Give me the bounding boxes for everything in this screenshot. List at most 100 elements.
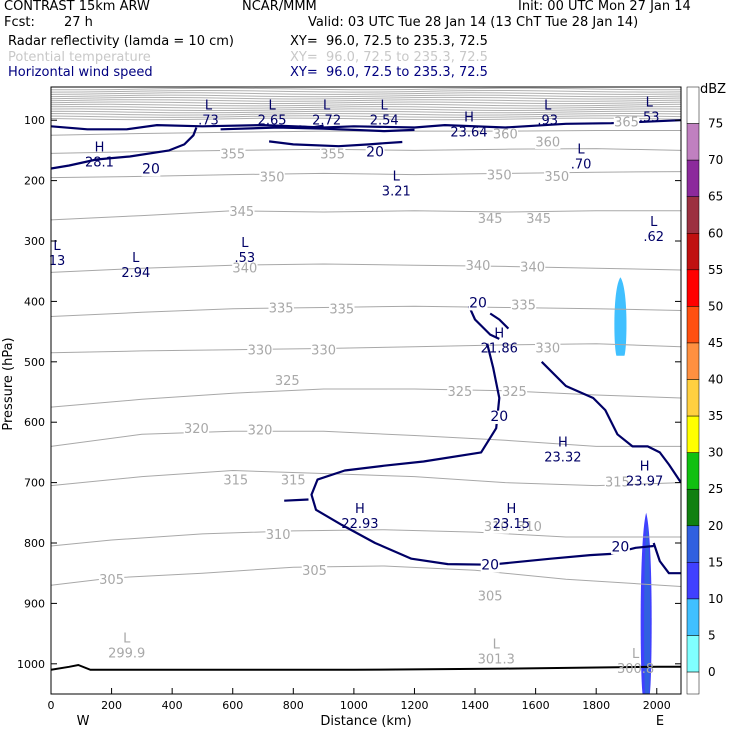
extremum-kind: L [132,251,140,266]
theta-label: 360 [493,128,518,143]
wind-label: 20 [142,162,160,178]
extremum-value: .93 [537,113,558,128]
colorbar-swatch [686,269,700,307]
theta-label: 325 [502,385,527,400]
x-tick-label: 600 [222,699,243,712]
theta-label-bg [259,171,285,184]
wind-contour-20 [268,140,403,148]
extremum-value: 2.54 [370,113,399,128]
extremum-value: 2.94 [121,266,150,281]
colorbar-swatch [686,342,700,380]
surface-line [51,663,681,671]
colorbar-swatch [686,415,700,453]
theta-contour-320 [51,430,681,447]
theta-label-bg [535,342,561,355]
colorbar-label: 60 [708,226,723,240]
colorbar-unit: dBZ [700,82,726,97]
theta-band-line [51,99,681,102]
theta-label-bg [510,299,537,313]
colorbar-label: 55 [708,263,723,277]
forecast-label: Fcst: [4,15,35,30]
extremum-value: 299.9 [108,647,145,662]
reflectivity-layer [614,277,652,694]
wind-label: 20 [490,409,508,425]
extremum-value: 2.72 [312,113,341,128]
wind-contour-20 [299,124,324,129]
theta-band-line [51,103,681,107]
x-tick-label: 1200 [400,699,428,712]
theta-label: 330 [535,341,560,356]
theta-label: 305 [99,573,124,588]
forecast-hours: 27 h [64,15,93,30]
theta-contour-340 [51,263,681,273]
theta-label-bg [519,261,546,274]
colorbar-label: 30 [708,446,723,460]
extremum-kind: L [632,647,640,662]
field-name-wind: Horizontal wind speed [8,65,153,80]
extremum-kind: L [323,98,331,113]
colorbar-label: 10 [708,592,723,606]
theta-label: 345 [526,212,551,227]
theta-label: 355 [320,147,345,162]
y-tick-label: 600 [24,416,45,429]
extremum-kind: H [355,502,365,517]
extremum-value: 23.32 [544,450,581,465]
theta-contour-310 [51,529,681,547]
colorbar-swatch [686,233,700,271]
theta-band-line [51,115,681,118]
theta-label: 355 [220,147,245,162]
wind-label-bg [365,146,385,160]
theta-label-bg [535,136,561,149]
y-tick-label: 400 [24,295,45,308]
colorbar-swatch [686,379,700,417]
extremum-value: .53 [639,110,660,125]
wind-contour-20 [310,343,654,566]
y-tick-label: 900 [24,597,45,610]
x-tick-label: 1400 [461,699,489,712]
extremum-value: .73 [198,113,219,128]
wind-label: 20 [366,145,384,161]
theta-label-bg [265,529,291,542]
reflectivity-cell-2 [644,524,651,694]
y-tick-label: 500 [24,356,45,369]
wind-contour-20 [467,305,500,340]
colorbar-label: 20 [708,519,723,533]
theta-label: 350 [544,170,569,185]
theta-band-line [51,108,681,112]
theta-contours [51,130,681,587]
extremum-kind: H [494,327,504,342]
theta-label: 340 [466,259,491,274]
colorbar-swatch [686,598,700,636]
theta-label-bg [319,148,346,162]
wind-label-bg [468,297,488,311]
theta-label: 325 [275,374,300,389]
theta-label-bg [501,386,528,399]
colorbar-swatch [686,159,700,197]
colorbar-swatch [686,635,700,673]
center-label: NCAR/MMM [242,0,317,14]
model-title: CONTRAST 15km ARW [4,0,150,14]
x-tick-label: 0 [48,699,55,712]
theta-label: 320 [184,422,209,437]
field-xy-reflectivity: XY= 96.0, 72.5 to 235.3, 72.5 [290,34,488,49]
theta-contour-345 [51,210,681,221]
x-tick-label: 2000 [643,699,671,712]
theta-label: 310 [484,520,509,535]
stratosphere-theta-band [51,87,681,121]
wind-label-bg [141,163,161,177]
y-tick-label: 1000 [17,658,45,671]
wind-label-bg [489,410,509,424]
extremum-value: 21.86 [481,342,518,357]
colorbar-swatch [686,562,700,600]
theta-band-line [51,101,681,105]
x-tick-label: 800 [283,699,304,712]
theta-label-bg [613,116,640,130]
theta-label: 325 [447,385,472,400]
theta-label-bg [223,474,249,488]
colorbar-swatch [686,525,700,563]
wind-label-bg [611,541,630,555]
theta-contour-335 [51,305,681,317]
extremum-value: 28.1 [85,156,114,171]
theta-band-line [51,89,681,93]
wind-contour-20 [51,119,681,131]
